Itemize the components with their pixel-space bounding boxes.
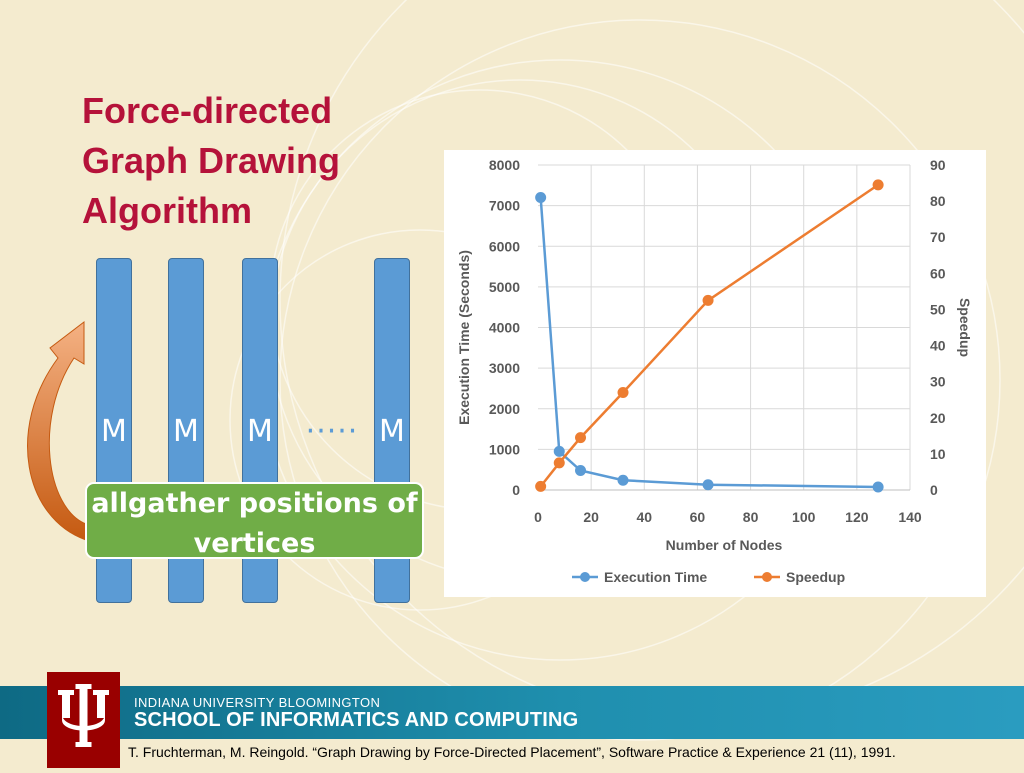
allgather-line-1: allgather positions of [91, 488, 418, 519]
x-tick-label-3: 60 [690, 509, 706, 525]
y2-tick-label-0: 0 [930, 482, 938, 498]
school-name: SCHOOL OF INFORMATICS AND COMPUTING [134, 709, 579, 731]
m-label-4: M [379, 414, 405, 449]
y2-tick-label-2: 20 [930, 410, 946, 426]
title-line-2: Graph Drawing [82, 140, 341, 181]
y-tick-label-5: 5000 [489, 279, 520, 295]
m-label-2: M [173, 414, 199, 449]
y-tick-label-7: 7000 [489, 198, 520, 214]
series-1-point-6 [872, 481, 884, 493]
y2-axis-title: Speedup [957, 298, 973, 357]
y2-tick-label-5: 50 [930, 301, 946, 317]
slide-title: Force-directed Graph Drawing Algorithm [82, 86, 402, 236]
y-tick-label-6: 6000 [489, 238, 520, 254]
university-name: INDIANA UNIVERSITY BLOOMINGTON [134, 695, 381, 710]
series-2-point-3 [575, 432, 587, 444]
series-1-point-2 [553, 445, 565, 457]
series-2-point-4 [617, 387, 629, 398]
y-tick-label-3: 3000 [489, 360, 520, 376]
y2-tick-label-8: 80 [930, 193, 946, 209]
y-tick-label-0: 0 [512, 482, 520, 498]
x-tick-label-2: 40 [636, 509, 652, 525]
y2-tick-label-1: 10 [930, 446, 946, 462]
m-label-1: M [101, 414, 127, 449]
allgather-line-2: vertices [193, 528, 316, 559]
curved-arrow [27, 320, 87, 541]
x-tick-label-7: 140 [898, 509, 922, 525]
series-1-point-1 [535, 192, 547, 203]
legend-label-2: Speedup [786, 569, 845, 585]
series-2-point-5 [702, 294, 714, 306]
x-tick-label-6: 120 [845, 509, 869, 525]
iu-logo [47, 672, 120, 768]
trident-icon [58, 684, 109, 747]
legend-marker-2 [762, 572, 772, 582]
x-axis-title: Number of Nodes [666, 537, 783, 553]
title-line-3: Algorithm [82, 190, 252, 231]
legend-label-1: Execution Time [604, 569, 707, 585]
y-tick-label-2: 2000 [489, 401, 520, 417]
allgather-box: allgather positions of vertices [85, 482, 424, 559]
x-tick-label-1: 20 [583, 509, 599, 525]
y2-tick-label-6: 60 [930, 265, 946, 281]
x-tick-label-0: 0 [534, 509, 542, 525]
series-1-point-5 [702, 479, 714, 491]
y2-tick-label-3: 30 [930, 374, 946, 390]
y-tick-label-8: 8000 [489, 157, 520, 173]
series-1-point-4 [617, 474, 629, 486]
citation: T. Fruchterman, M. Reingold. “Graph Draw… [128, 744, 896, 760]
y-tick-label-4: 4000 [489, 320, 520, 336]
series-line-1 [539, 197, 879, 489]
series-2-point-2 [553, 457, 565, 469]
m-label-3: M [247, 414, 273, 449]
y-axis-title: Execution Time (Seconds) [456, 250, 472, 425]
title-line-1: Force-directed [82, 90, 333, 131]
line-chart: 0100020003000400050006000700080000102030… [456, 157, 973, 585]
chart-panel: 0 1000 2000 3000 4000 5000 6000 7000 8000 0 10 20 30… [444, 150, 986, 597]
x-tick-label-4: 80 [743, 509, 759, 525]
y2-tick-label-9: 90 [930, 157, 946, 173]
ellipsis: ····· [305, 414, 359, 449]
series-1-point-3 [575, 465, 587, 476]
y2-tick-label-7: 70 [930, 229, 946, 245]
y-tick-label-1: 1000 [489, 441, 520, 457]
legend-marker-1 [580, 572, 590, 582]
series-2-point-1 [535, 480, 547, 492]
x-tick-label-5: 100 [792, 509, 816, 525]
series-2-point-6 [872, 179, 884, 191]
footer-bar [0, 686, 1024, 739]
y2-tick-label-4: 40 [930, 338, 946, 354]
